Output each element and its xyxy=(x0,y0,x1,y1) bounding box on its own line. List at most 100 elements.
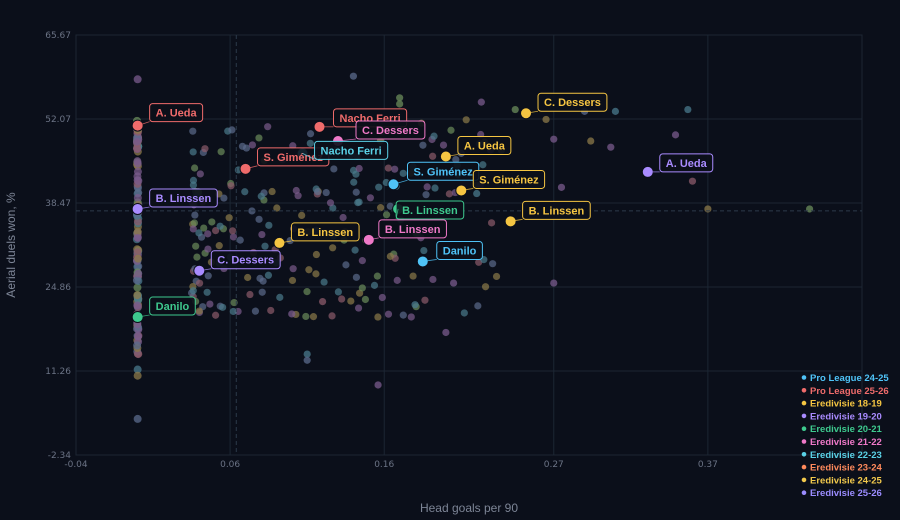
data-point xyxy=(251,307,260,315)
data-point xyxy=(378,293,386,302)
data-point xyxy=(133,349,142,358)
data-point xyxy=(220,194,228,202)
legend-item: Eredivisie 23-24 xyxy=(810,463,883,474)
y-tick-label: 24.86 xyxy=(45,283,71,293)
label-box xyxy=(395,200,465,220)
highlight-label: A. Ueda xyxy=(156,108,198,120)
data-point xyxy=(189,181,198,189)
data-point xyxy=(350,178,358,186)
y-tick-label: 52.07 xyxy=(45,115,71,125)
data-point xyxy=(423,183,431,191)
data-point xyxy=(292,186,300,195)
x-tick-label: 0.37 xyxy=(698,460,718,470)
data-point xyxy=(229,307,237,316)
label-box xyxy=(522,200,591,220)
data-point xyxy=(411,301,419,309)
data-point xyxy=(219,303,227,311)
data-point xyxy=(132,276,141,285)
data-point xyxy=(477,98,485,106)
data-point xyxy=(236,236,244,244)
data-point xyxy=(189,148,197,156)
highlight-label: B. Linssen xyxy=(402,205,458,217)
data-point xyxy=(204,245,212,253)
data-point xyxy=(366,194,374,202)
data-point xyxy=(288,310,296,318)
label-leader xyxy=(510,218,523,222)
data-point xyxy=(303,288,311,296)
data-point xyxy=(474,302,482,310)
label-box xyxy=(314,140,389,160)
data-point xyxy=(409,272,417,280)
data-point xyxy=(320,278,328,286)
data-point xyxy=(328,312,336,320)
data-point xyxy=(244,273,252,282)
legend-swatch xyxy=(801,413,807,419)
data-point xyxy=(671,131,680,139)
data-point xyxy=(684,105,692,114)
data-point xyxy=(306,130,315,138)
label-leader xyxy=(461,188,474,191)
data-point xyxy=(557,183,566,191)
data-point xyxy=(133,291,142,300)
data-point xyxy=(195,229,203,237)
legend-swatch xyxy=(801,477,807,483)
legend-swatch xyxy=(801,452,807,457)
data-point xyxy=(204,272,212,280)
legend-swatch xyxy=(801,426,807,432)
label-leader xyxy=(302,153,315,160)
highlight-label: B. Linssen xyxy=(529,205,585,217)
data-point xyxy=(492,272,501,281)
label-box xyxy=(457,135,512,155)
highlight-label: C. Dessers xyxy=(544,97,601,109)
y-tick-label: 65.67 xyxy=(45,31,71,41)
legend-item: Eredivisie 21-22 xyxy=(810,437,882,448)
data-point xyxy=(429,152,437,160)
data-point xyxy=(374,313,382,321)
x-axis-label: Head goals per 90 xyxy=(420,501,518,515)
data-point xyxy=(312,270,320,278)
data-point xyxy=(420,246,428,255)
highlight-label: S. Giménez xyxy=(264,152,324,164)
data-point xyxy=(133,227,142,236)
data-point xyxy=(329,244,337,252)
data-point xyxy=(255,215,263,223)
data-point xyxy=(318,297,327,306)
y-axis-label: Aerial duels won, % xyxy=(4,192,18,298)
data-point xyxy=(257,192,265,200)
label-box xyxy=(290,222,360,242)
highlight-label: C. Dessers xyxy=(362,125,419,137)
x-tick-label: 0.06 xyxy=(220,460,240,470)
label-leader xyxy=(393,179,408,185)
legend-swatch xyxy=(801,400,807,406)
label-leader xyxy=(368,237,379,241)
data-point xyxy=(134,176,143,185)
highlight-label: B. Linssen xyxy=(297,227,353,239)
legend-swatch xyxy=(801,439,807,444)
data-point xyxy=(439,141,448,149)
data-point xyxy=(212,227,220,235)
data-point xyxy=(384,164,392,172)
data-point xyxy=(312,250,321,259)
data-point xyxy=(342,261,350,269)
reference-lines xyxy=(76,35,862,455)
data-point xyxy=(190,219,199,227)
data-point xyxy=(442,328,450,337)
legend: Pro League 24-25 Pro League 25-26 Eredivis… xyxy=(801,373,889,499)
data-point xyxy=(264,123,272,131)
tick-labels: -0.04 0.06 0.16 0.27 0.37 -2.34 11.26 24.86 38.4… xyxy=(45,31,718,470)
data-point xyxy=(191,164,199,172)
legend-swatch xyxy=(801,490,807,496)
label-box xyxy=(436,240,483,260)
data-point xyxy=(393,276,401,284)
data-point xyxy=(391,165,399,173)
data-point xyxy=(352,273,361,281)
data-point xyxy=(204,230,212,238)
data-point xyxy=(196,170,204,178)
data-point xyxy=(288,276,297,285)
label-leader xyxy=(395,208,399,220)
data-point xyxy=(132,137,141,146)
data-point xyxy=(422,191,430,199)
y-tick-label: 11.26 xyxy=(45,367,71,377)
data-point xyxy=(322,188,330,197)
